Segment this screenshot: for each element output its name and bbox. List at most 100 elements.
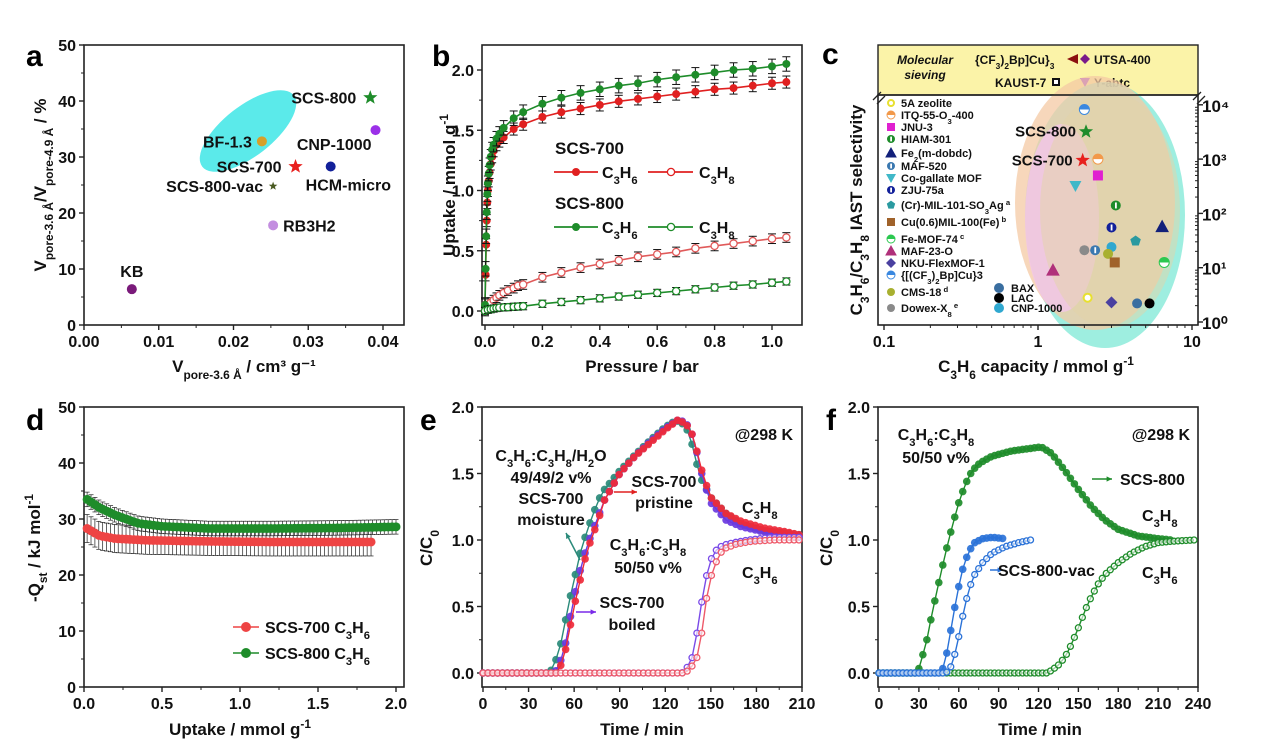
data-point bbox=[268, 181, 278, 190]
text-part: 3 bbox=[1050, 61, 1055, 71]
molecular-sieving-title: Molecular bbox=[897, 53, 954, 67]
data-point bbox=[633, 290, 643, 299]
data-point bbox=[557, 93, 566, 102]
data-point bbox=[1092, 170, 1103, 181]
text-part: O bbox=[594, 448, 606, 465]
text-part: / cm³ g⁻¹ bbox=[242, 357, 316, 376]
text-part: e bbox=[952, 301, 959, 310]
text-part: {CF bbox=[975, 53, 996, 67]
marker-half bbox=[1159, 257, 1170, 263]
data-point bbox=[519, 120, 528, 129]
data-point bbox=[963, 594, 971, 603]
data-point bbox=[653, 75, 662, 84]
y-tick-label: 50 bbox=[58, 400, 76, 417]
text-part: 6 bbox=[364, 630, 370, 642]
text-part: C/C bbox=[417, 537, 436, 566]
text-part: 3 bbox=[950, 368, 957, 382]
text-part: pore-3.6 Å bbox=[41, 202, 56, 261]
data-point bbox=[1078, 124, 1094, 138]
y-tick-label: 2.0 bbox=[452, 63, 474, 80]
x-axis-label: Pressure / bar bbox=[585, 357, 699, 376]
text-part: 0 bbox=[428, 530, 442, 537]
data-point bbox=[971, 570, 979, 579]
text-part: V bbox=[172, 357, 184, 376]
text-part: H bbox=[620, 220, 632, 237]
data-point bbox=[951, 650, 959, 659]
text-part: H bbox=[717, 165, 729, 182]
data-point bbox=[710, 241, 719, 251]
text-part: 3 bbox=[662, 547, 668, 559]
data-point bbox=[499, 123, 508, 132]
x-tick-label: 90 bbox=[990, 696, 1008, 713]
panel-label-f: f bbox=[826, 404, 837, 437]
legend-marker bbox=[994, 293, 1004, 303]
data-point bbox=[126, 284, 137, 295]
x-tick-label: 0 bbox=[875, 696, 884, 713]
text-part: 3 bbox=[985, 207, 989, 216]
x-tick-label: 0.5 bbox=[151, 696, 173, 713]
data-point bbox=[748, 64, 757, 73]
point-label: CNP-1000 bbox=[297, 137, 372, 154]
y-axis-label: C/C0 bbox=[417, 530, 442, 566]
text-part: C bbox=[938, 357, 950, 376]
data-point bbox=[729, 281, 738, 290]
axis-break-left bbox=[872, 91, 886, 105]
text-part: a bbox=[1004, 198, 1011, 207]
text-part: H bbox=[1160, 508, 1172, 525]
c3h6-label: C3H6 bbox=[742, 565, 778, 587]
feed-ratio: 50/50 v% bbox=[614, 560, 682, 577]
data-point bbox=[557, 108, 566, 117]
x-tick-label: 60 bbox=[565, 696, 583, 713]
panel-label-b: b bbox=[432, 40, 450, 73]
data-point bbox=[605, 487, 614, 496]
text-part: 3 bbox=[711, 175, 717, 187]
text-part: capacity / mmol g bbox=[976, 357, 1123, 376]
annotation-arrow-head bbox=[590, 609, 596, 615]
panel-label-d: d bbox=[26, 404, 44, 437]
text-part: :C bbox=[645, 537, 662, 554]
y-tick-label: 0 bbox=[67, 318, 76, 335]
x-tick-label: 0.03 bbox=[293, 334, 324, 351]
text-part: H bbox=[847, 284, 866, 296]
data-point bbox=[966, 469, 975, 478]
text-part: H bbox=[352, 620, 364, 637]
data-point bbox=[923, 635, 931, 644]
y-tick-label: 40 bbox=[58, 456, 76, 473]
x-tick-label: 0.4 bbox=[589, 334, 611, 351]
text-part: IAST selectivity bbox=[847, 104, 866, 235]
series-scs-700-c3h8 bbox=[480, 232, 791, 317]
text-part: C bbox=[742, 565, 754, 582]
data-point bbox=[1058, 463, 1067, 472]
data-point bbox=[1069, 180, 1082, 192]
text-part: c bbox=[958, 232, 965, 241]
legend-label: ITQ-55-O3-400 bbox=[901, 110, 974, 126]
c3h8-label: C3H8 bbox=[1142, 508, 1178, 530]
panel-label-e: e bbox=[420, 404, 437, 437]
x-tick-label: 0.1 bbox=[873, 334, 895, 351]
x-tick-label: 1.0 bbox=[229, 696, 251, 713]
data-point bbox=[683, 667, 691, 675]
y-tick-label: 1.0 bbox=[848, 533, 870, 550]
data-point bbox=[370, 125, 381, 136]
data-point bbox=[1054, 458, 1063, 466]
text-part: MAF-23-O bbox=[901, 246, 953, 258]
x-axis-label: Vpore-3.6 Å / cm³ g⁻¹ bbox=[172, 357, 316, 382]
x-tick-label: 0.02 bbox=[218, 334, 249, 351]
marker-half bbox=[1110, 224, 1113, 231]
legend-group-title: SCS-700 bbox=[555, 139, 624, 158]
data-point bbox=[782, 78, 791, 87]
text-part: Co-gallate MOF bbox=[901, 173, 982, 185]
text-part: SCS-800 C bbox=[265, 646, 346, 663]
data-point bbox=[707, 494, 716, 502]
data-point bbox=[946, 528, 955, 536]
text-part: Bp]Cu} bbox=[1009, 53, 1050, 67]
panel-label-c: c bbox=[822, 38, 839, 71]
feed-h2o-ratio: 49/49/2 v% bbox=[511, 470, 592, 487]
x-tick-label: 150 bbox=[698, 696, 725, 713]
text-part: H bbox=[513, 448, 525, 465]
data-point bbox=[1094, 580, 1102, 588]
